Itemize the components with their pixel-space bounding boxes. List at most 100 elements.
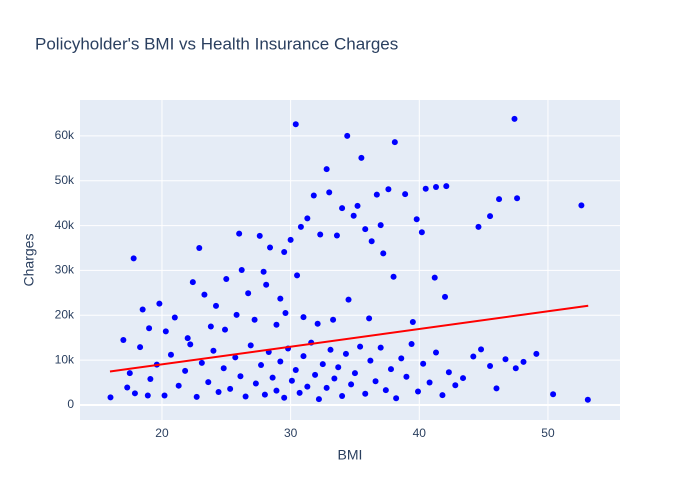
y-axis-label: Charges: [21, 234, 37, 287]
data-point: [433, 349, 440, 356]
data-point: [193, 393, 200, 400]
data-point: [294, 272, 301, 279]
x-tick-label: 40: [413, 426, 427, 440]
data-point: [512, 365, 519, 372]
data-point: [260, 268, 267, 275]
data-point: [288, 377, 295, 384]
plot-area: [80, 100, 620, 420]
data-point: [251, 316, 258, 323]
data-point: [377, 222, 384, 229]
data-point: [315, 396, 322, 403]
data-point: [550, 391, 557, 398]
data-point: [366, 315, 373, 322]
data-point: [403, 373, 410, 380]
data-point: [107, 394, 114, 401]
y-tick-label: 60k: [55, 128, 75, 142]
data-point: [487, 213, 494, 220]
data-point: [245, 290, 252, 297]
data-point: [335, 364, 342, 371]
data-point: [175, 382, 182, 389]
data-point: [402, 191, 409, 198]
data-point: [281, 394, 288, 401]
data-point: [345, 296, 352, 303]
data-point: [475, 223, 482, 230]
data-point: [413, 216, 420, 223]
data-point: [297, 223, 304, 230]
data-point: [304, 215, 311, 222]
data-point: [236, 230, 243, 237]
data-point: [120, 336, 127, 343]
data-point: [210, 347, 217, 354]
data-point: [237, 373, 244, 380]
data-point: [351, 370, 358, 377]
data-point: [443, 183, 450, 190]
y-tick-label: 0: [67, 397, 74, 411]
data-point: [282, 310, 289, 317]
x-tick-label: 30: [284, 426, 298, 440]
data-point: [502, 356, 509, 363]
data-point: [362, 390, 369, 397]
data-point: [433, 184, 440, 191]
data-point: [296, 389, 303, 396]
data-point: [442, 293, 449, 300]
data-point: [452, 382, 459, 389]
data-point: [422, 185, 429, 192]
data-point: [420, 360, 427, 367]
data-point: [445, 369, 452, 376]
data-point: [487, 362, 494, 369]
data-point: [431, 274, 438, 281]
y-tick-label: 50k: [55, 173, 75, 187]
y-tick-label: 10k: [55, 352, 75, 366]
data-point: [414, 388, 421, 395]
data-point: [326, 189, 333, 196]
data-point: [354, 202, 361, 209]
data-point: [520, 358, 527, 365]
data-point: [277, 295, 284, 302]
data-point: [377, 344, 384, 351]
data-point: [258, 362, 265, 369]
data-point: [350, 212, 357, 219]
data-point: [137, 344, 144, 351]
data-point: [398, 355, 405, 362]
data-point: [220, 365, 227, 372]
data-point: [207, 323, 214, 330]
data-point: [578, 202, 585, 209]
data-point: [201, 291, 208, 298]
data-point: [533, 350, 540, 357]
data-point: [156, 300, 163, 307]
trend-line: [109, 304, 589, 373]
data-point: [426, 379, 433, 386]
data-point: [331, 375, 338, 382]
data-point: [277, 358, 284, 365]
data-point: [304, 383, 311, 390]
data-point: [242, 393, 249, 400]
data-point: [247, 342, 254, 349]
data-point: [333, 232, 340, 239]
data-point: [339, 393, 346, 400]
data-point: [215, 388, 222, 395]
x-axis-label: BMI: [338, 447, 363, 463]
data-point: [292, 366, 299, 373]
data-point: [367, 357, 374, 364]
data-point: [385, 186, 392, 193]
data-point: [223, 275, 230, 282]
data-point: [312, 371, 319, 378]
data-point: [319, 361, 326, 368]
data-point: [212, 302, 219, 309]
data-point: [256, 232, 263, 239]
data-point: [227, 385, 234, 392]
data-point: [496, 196, 503, 203]
data-point: [368, 238, 375, 245]
data-point: [144, 392, 151, 399]
data-point: [393, 395, 400, 402]
data-point: [382, 387, 389, 394]
data-point: [281, 249, 288, 256]
data-point: [287, 236, 294, 243]
data-point: [327, 346, 334, 353]
data-point: [323, 166, 330, 173]
data-point: [124, 384, 131, 391]
data-point: [131, 390, 138, 397]
data-point: [373, 191, 380, 198]
data-point: [300, 314, 307, 321]
